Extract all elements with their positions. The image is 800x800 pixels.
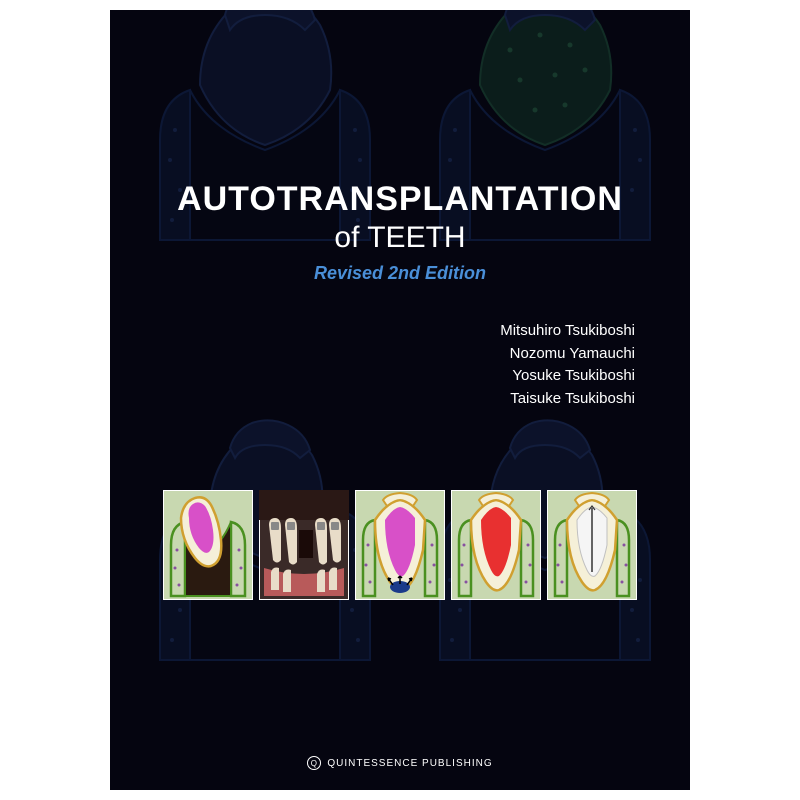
author: Nozomu Yamauchi <box>500 343 635 366</box>
title-main: AUTOTRANSPLANTATION <box>110 180 690 219</box>
publisher-name: QUINTESSENCE PUBLISHING <box>327 758 492 769</box>
edition-label: Revised 2nd Edition <box>110 263 690 284</box>
author-list: Mitsuhiro Tsukiboshi Nozomu Yamauchi Yos… <box>500 320 635 410</box>
author: Yosuke Tsukiboshi <box>500 365 635 388</box>
thumb-diagram-3 <box>451 490 541 600</box>
title-sub: of TEETH <box>110 221 690 255</box>
author: Taisuke Tsukiboshi <box>500 388 635 411</box>
thumb-diagram-2 <box>355 490 445 600</box>
author: Mitsuhiro Tsukiboshi <box>500 320 635 343</box>
thumb-diagram-1 <box>163 490 253 600</box>
publisher-line: Q QUINTESSENCE PUBLISHING <box>110 756 690 770</box>
thumbnail-row <box>160 490 640 600</box>
book-cover: AUTOTRANSPLANTATION of TEETH Revised 2nd… <box>110 10 690 790</box>
thumb-diagram-4 <box>547 490 637 600</box>
thumb-photo <box>259 490 349 600</box>
publisher-logo-icon: Q <box>307 756 321 770</box>
title-block: AUTOTRANSPLANTATION of TEETH Revised 2nd… <box>110 180 690 284</box>
